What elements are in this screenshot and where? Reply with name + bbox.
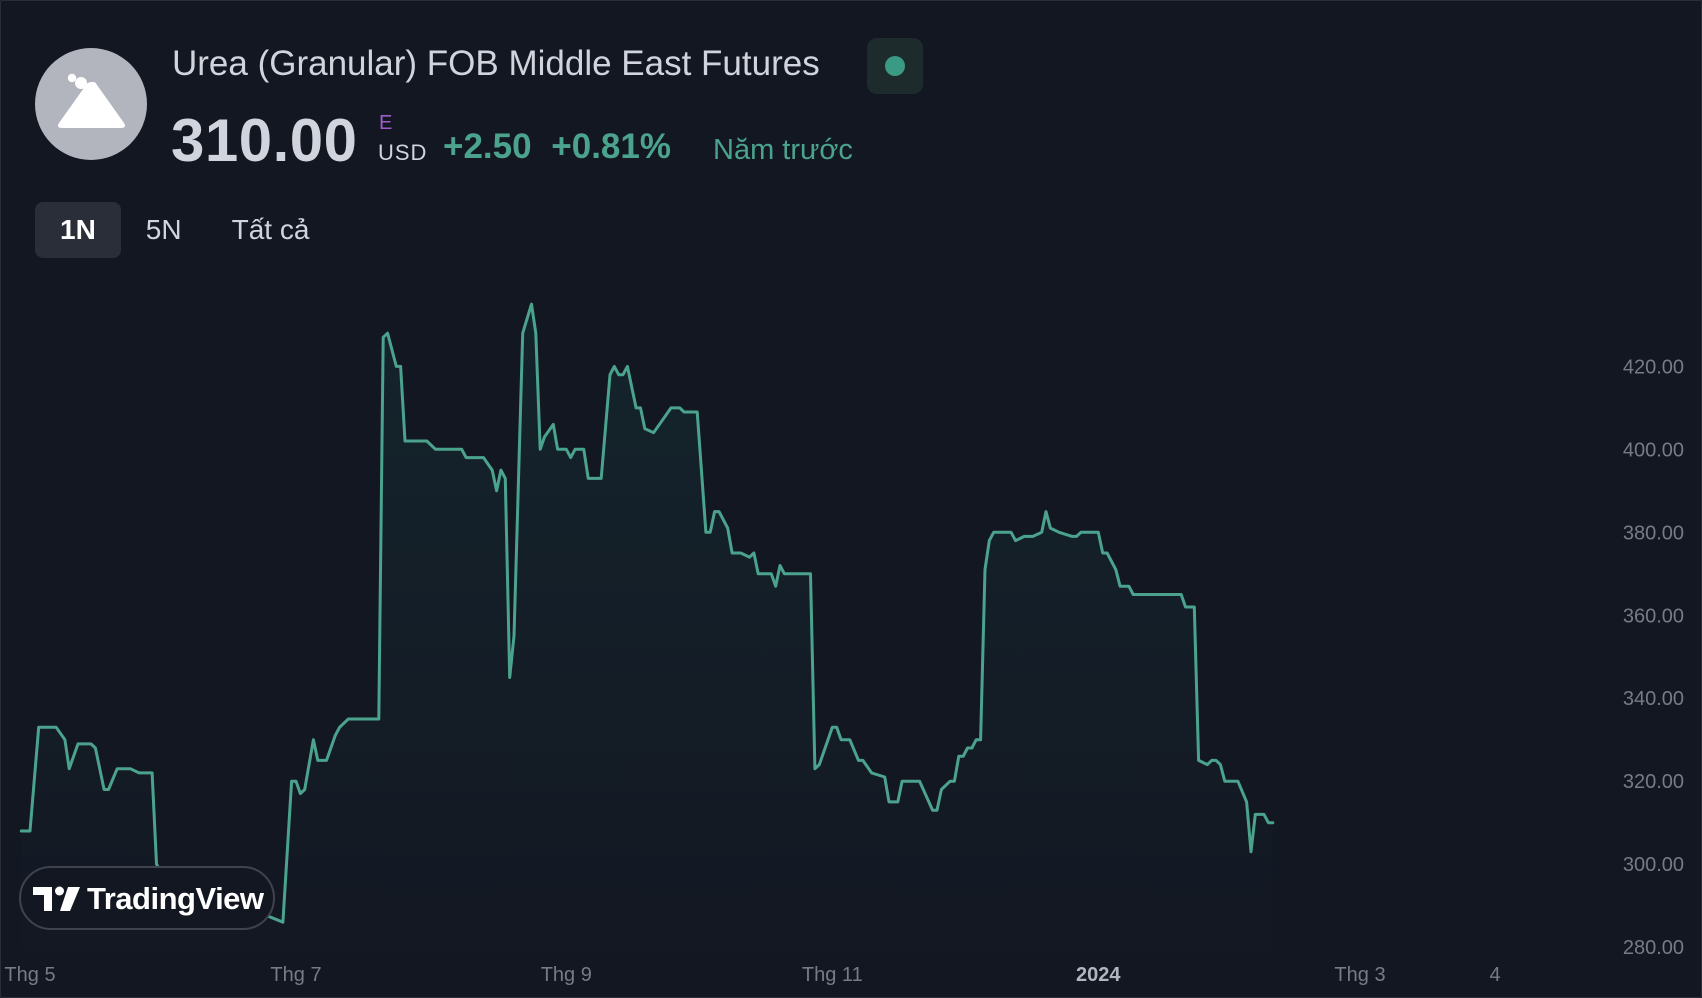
y-tick-label: 420.00 (1623, 356, 1684, 378)
change-period: Năm trước (713, 134, 853, 166)
y-tick-label: 300.00 (1623, 854, 1684, 876)
x-tick-label: Thg 7 (270, 964, 321, 986)
change-value: +2.50 (443, 127, 532, 166)
x-tick-label: 2024 (1076, 964, 1121, 986)
tradingview-badge[interactable]: TradingView (19, 866, 275, 930)
range-tabs: 1N 5N Tất cả (35, 202, 334, 258)
mountain-icon (58, 73, 125, 128)
change-percent: +0.81% (551, 127, 671, 166)
tradingview-logo-icon (33, 886, 80, 911)
price-change: +2.50 +0.81% (443, 127, 671, 167)
x-tick-label: 4 (1490, 964, 1501, 986)
y-tick-label: 280.00 (1623, 937, 1684, 959)
price-flag: E (379, 112, 393, 134)
currency-label: USD (378, 140, 428, 165)
market-status-button[interactable] (867, 38, 923, 94)
y-tick-label: 320.00 (1623, 771, 1684, 793)
x-tick-label: Thg 11 (802, 964, 863, 986)
tradingview-label: TradingView (87, 881, 264, 916)
x-tick-label: Thg 5 (4, 964, 55, 986)
tab-5n[interactable]: 5N (145, 214, 182, 245)
last-price: 310.00 (171, 107, 358, 174)
market-open-dot-icon (885, 56, 905, 76)
x-tick-label: Thg 9 (541, 964, 592, 986)
y-tick-label: 400.00 (1623, 439, 1684, 461)
y-tick-label: 340.00 (1623, 688, 1684, 710)
symbol-logo (35, 48, 147, 160)
y-tick-label: 380.00 (1623, 522, 1684, 544)
symbol-title: Urea (Granular) FOB Middle East Futures (172, 44, 820, 83)
series-line-0 (19, 302, 1275, 924)
tab-all[interactable]: Tất cả (231, 214, 310, 245)
tab-1n[interactable]: 1N (35, 202, 121, 258)
series-area-0 (21, 304, 1273, 973)
y-tick-label: 360.00 (1623, 605, 1684, 627)
x-tick-label: Thg 3 (1334, 964, 1385, 986)
